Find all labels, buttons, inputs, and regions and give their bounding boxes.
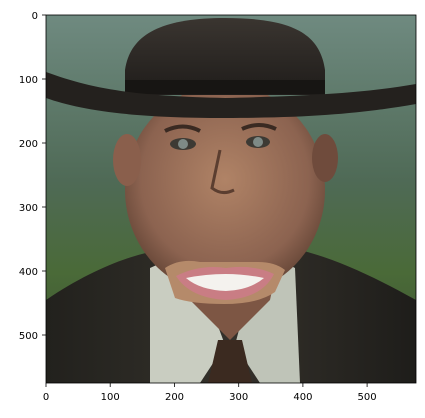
x-tick-label: 100 [101, 392, 120, 403]
face [125, 85, 325, 295]
shirt-collar [150, 250, 225, 383]
y-tick-label: 300 [19, 203, 38, 214]
ear-right [312, 134, 338, 182]
y-tick-label: 100 [19, 75, 38, 86]
hat-crown [125, 18, 325, 95]
y-tick-label: 200 [19, 139, 38, 150]
hat-band [125, 80, 325, 94]
y-axis: 0 100 200 300 400 500 [19, 11, 46, 342]
y-tick-label: 500 [19, 331, 38, 342]
brow-left [164, 124, 201, 133]
x-tick-label: 300 [229, 392, 248, 403]
x-tick-label: 200 [165, 392, 184, 403]
nose [210, 149, 235, 195]
brow-right [241, 123, 277, 131]
x-tick-label: 0 [43, 392, 49, 403]
x-axis: 0 100 200 300 400 500 [43, 383, 377, 403]
x-tick-label: 400 [293, 392, 312, 403]
axes-frame [45, 14, 417, 384]
y-tick-label: 400 [19, 267, 38, 278]
hat-brim [46, 72, 416, 118]
x-tick-label: 500 [358, 392, 377, 403]
tie [208, 340, 252, 383]
teeth [186, 274, 264, 291]
y-tick-label: 0 [32, 11, 38, 22]
ear-left [113, 134, 141, 186]
photo [46, 15, 416, 383]
